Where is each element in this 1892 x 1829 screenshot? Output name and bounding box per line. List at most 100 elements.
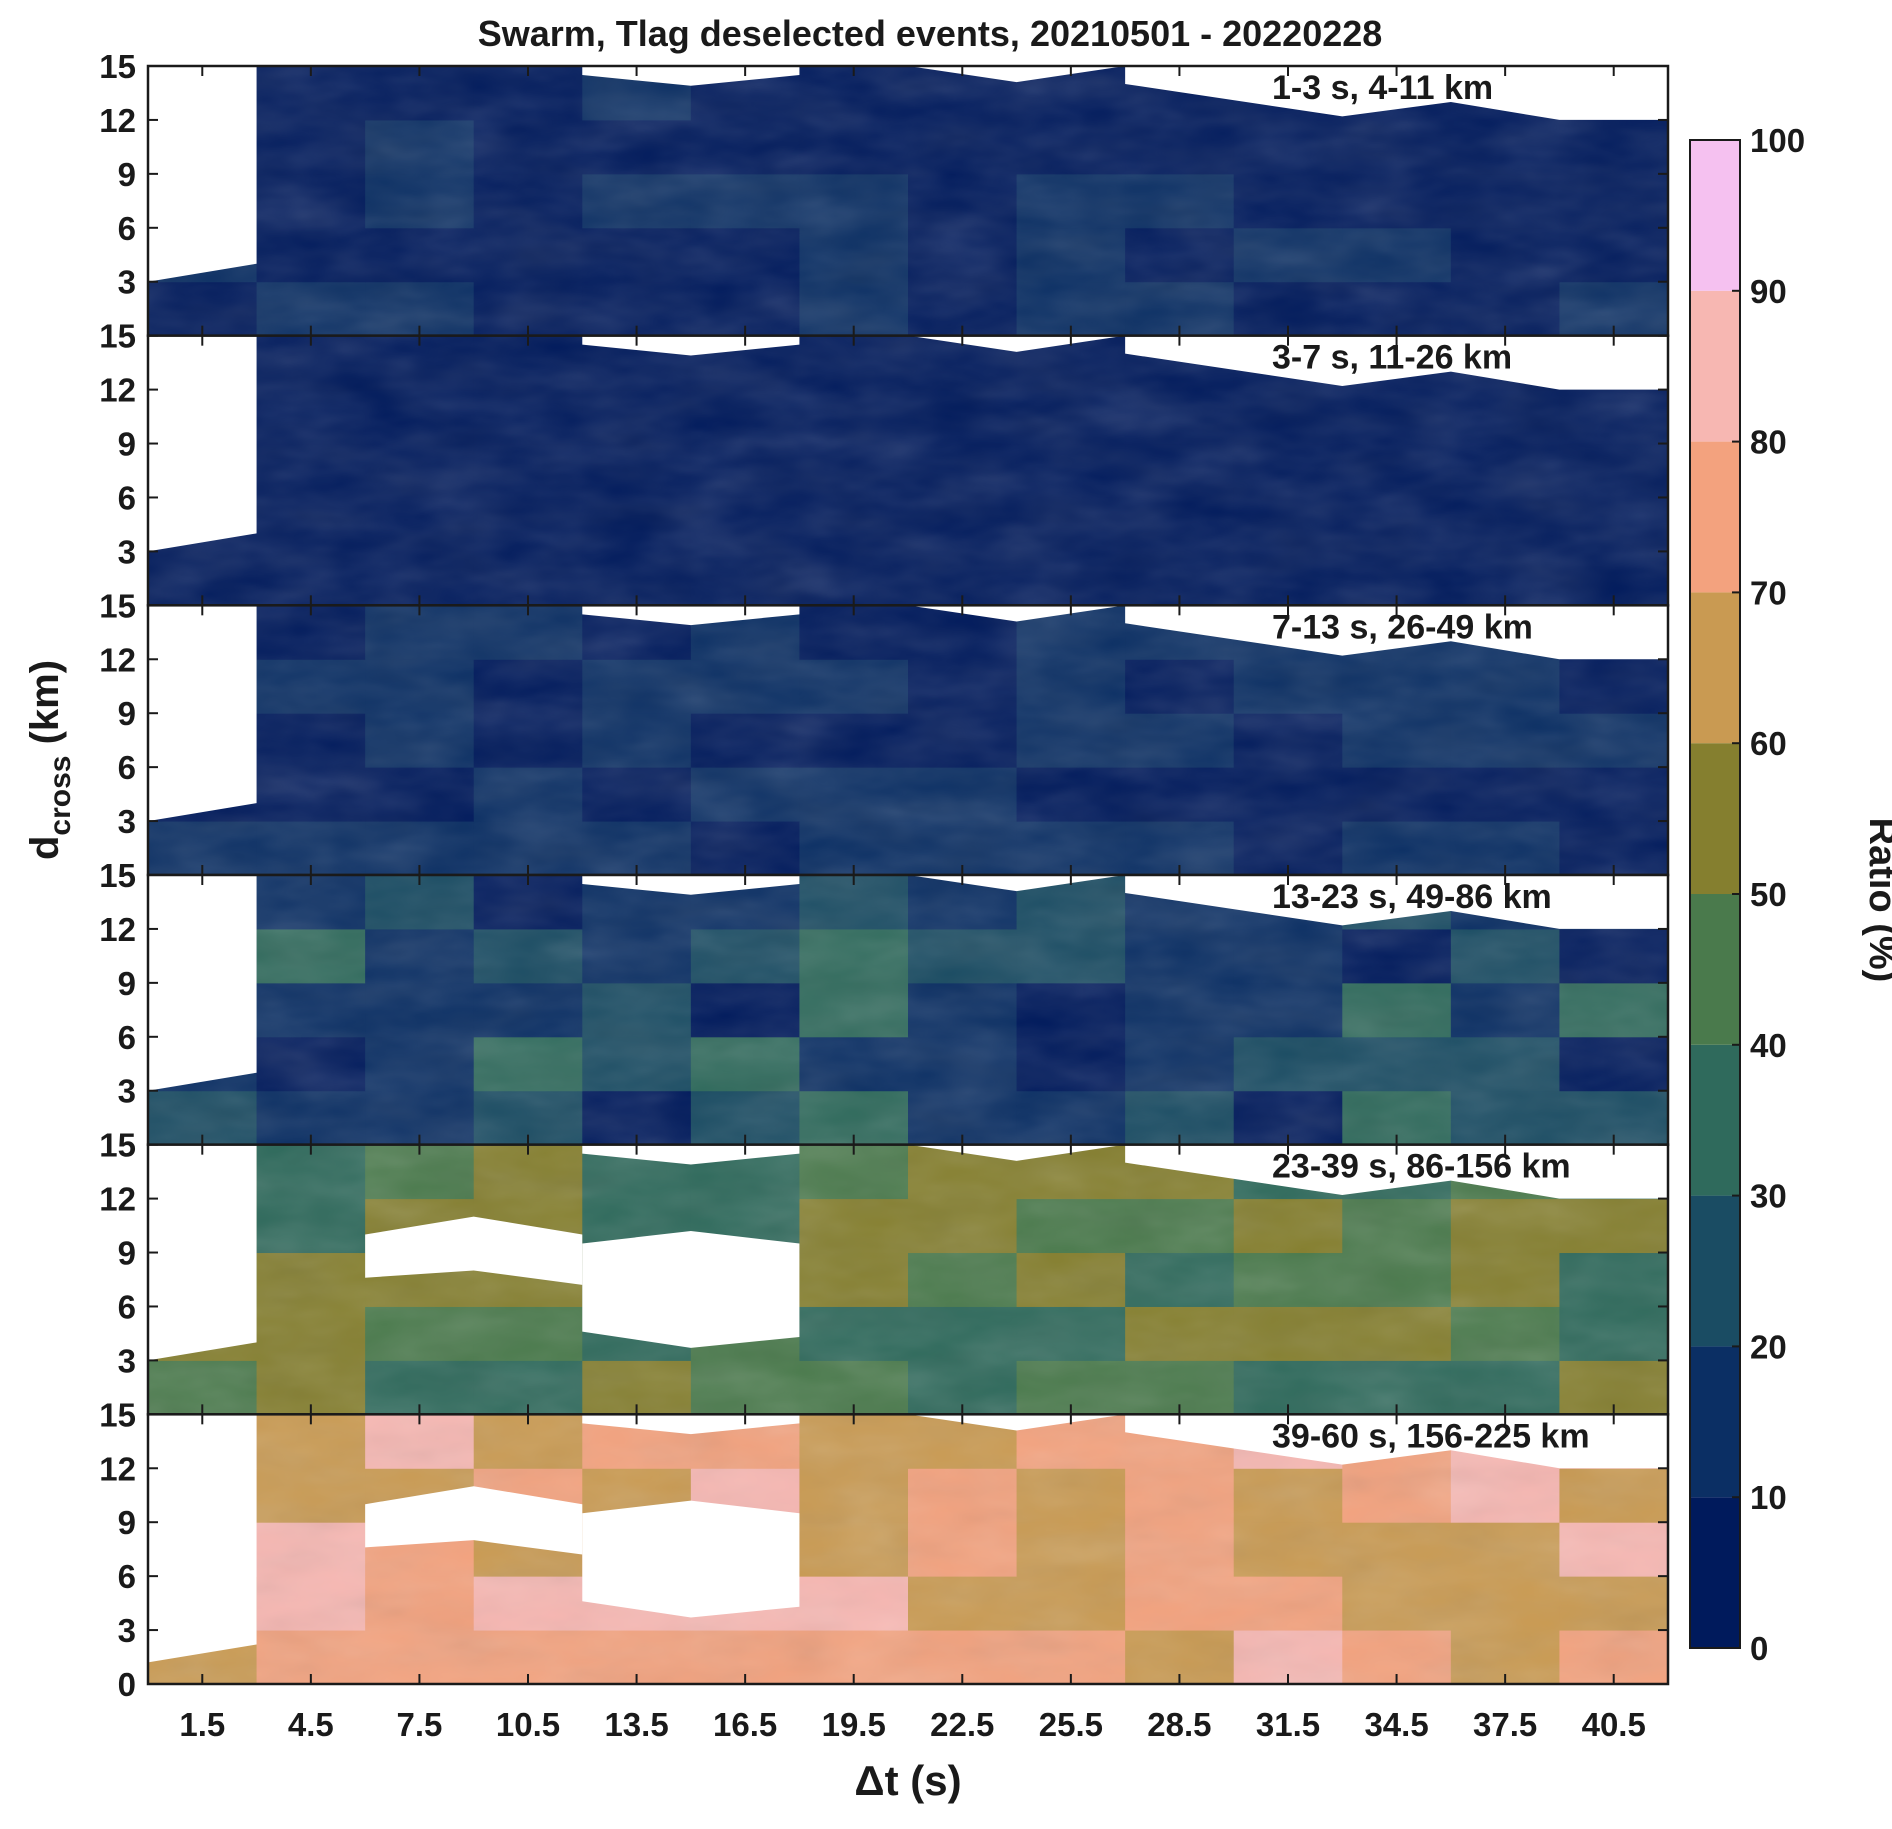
colorbar-tick-label: 50 xyxy=(1750,876,1787,913)
no-data-hole xyxy=(365,1216,583,1285)
colorbar-segment xyxy=(1690,743,1740,894)
no-data-notch xyxy=(1125,1414,1668,1469)
no-data-hole xyxy=(365,1486,583,1555)
y-axis-label: dcross (km) xyxy=(23,660,77,860)
colorbar-segment xyxy=(1690,592,1740,744)
no-data-hole xyxy=(582,1230,800,1348)
y-axis-label-unit: (km) xyxy=(23,660,67,756)
no-data-region xyxy=(148,875,257,1091)
y-axis-label-sub: cross xyxy=(44,756,77,836)
y-tick-label: 6 xyxy=(118,749,136,786)
x-tick-label: 28.5 xyxy=(1147,1706,1211,1743)
panel-label: 7-13 s, 26-49 km xyxy=(1272,608,1533,646)
no-data-notch xyxy=(1125,66,1668,120)
y-tick-label: 3 xyxy=(118,1073,136,1110)
x-tick-label: 10.5 xyxy=(496,1706,560,1743)
panel-label: 1-3 s, 4-11 km xyxy=(1272,69,1493,107)
y-tick-label: 3 xyxy=(118,1342,136,1379)
y-tick-label: 6 xyxy=(118,210,136,247)
y-tick-label: 12 xyxy=(99,102,136,139)
x-tick-label: 4.5 xyxy=(288,1706,334,1743)
y-tick-label: 15 xyxy=(99,318,136,355)
y-tick-label: 12 xyxy=(99,911,136,948)
panel-3: 3 6 9 12 15 7-13 s, 26-49 km xyxy=(99,587,1670,877)
x-tick-label: 40.5 xyxy=(1582,1706,1646,1743)
x-tick-label: 34.5 xyxy=(1364,1706,1428,1743)
panel-label: 39-60 s, 156-225 km xyxy=(1272,1417,1590,1455)
no-data-notch xyxy=(1125,605,1668,660)
y-tick-label: 15 xyxy=(99,48,136,85)
y-axis-label-main: d xyxy=(23,836,67,860)
no-data-notch xyxy=(1125,875,1668,929)
colorbar-tick-label: 0 xyxy=(1750,1630,1768,1667)
colorbar-segment xyxy=(1690,1497,1740,1648)
panel-label: 3-7 s, 11-26 km xyxy=(1272,339,1512,377)
y-tick-label: 15 xyxy=(99,857,136,894)
y-tick-label: 9 xyxy=(118,965,136,1002)
x-tick-label: 1.5 xyxy=(179,1706,225,1743)
y-tick-label: 15 xyxy=(99,1127,136,1164)
y-tick-label: 9 xyxy=(118,1504,136,1541)
colorbar-tick-label: 90 xyxy=(1750,273,1787,310)
no-data-region xyxy=(148,66,257,282)
chart-title: Swarm, Tlag deselected events, 20210501 … xyxy=(478,13,1383,54)
panel-label: 13-23 s, 49-86 km xyxy=(1272,878,1552,916)
texture-overlay xyxy=(148,335,1668,606)
colorbar-segment xyxy=(1690,140,1740,291)
texture-overlay xyxy=(148,1144,1668,1415)
panel-4: 3 6 9 12 15 13-23 s, 49-86 km xyxy=(99,857,1670,1146)
colorbar-segment xyxy=(1690,1346,1740,1498)
y-tick-label: 0 xyxy=(118,1666,136,1703)
panel-label: 23-39 s, 86-156 km xyxy=(1272,1148,1571,1186)
y-tick-label: 9 xyxy=(118,695,136,732)
y-tick-label: 15 xyxy=(99,587,136,624)
colorbar-segment xyxy=(1690,1044,1740,1196)
panel-3-field xyxy=(148,605,1668,875)
panels-area: 3 6 9 12 15 1-3 s, 4-11 km 3 6 9 12 15 3-7 s, 11-26… xyxy=(99,48,1670,1743)
colorbar-tick-label: 80 xyxy=(1750,424,1787,461)
no-data-region xyxy=(148,335,257,552)
x-tick-label: 19.5 xyxy=(822,1706,886,1743)
y-tick-label: 3 xyxy=(118,264,136,301)
y-tick-label: 6 xyxy=(118,1288,136,1325)
y-tick-label: 3 xyxy=(118,533,136,570)
x-axis-label: Δt (s) xyxy=(854,1757,961,1804)
colorbar-segment xyxy=(1690,290,1740,442)
y-tick-label: 6 xyxy=(118,479,136,516)
colorbar-tick-label: 100 xyxy=(1750,122,1805,159)
colorbar-segment xyxy=(1690,441,1740,593)
panel-2-field xyxy=(148,335,1668,606)
x-tick-label: 7.5 xyxy=(396,1706,442,1743)
y-tick-label: 12 xyxy=(99,1181,136,1218)
svg-text:dcross (km): dcross (km) xyxy=(23,660,77,860)
panel-6: 0 3 6 9 12 15 39-60 s, 156-225 km xyxy=(99,1396,1670,1703)
colorbar-label: Ratio (%) xyxy=(1861,818,1892,983)
x-tick-label: 22.5 xyxy=(930,1706,994,1743)
texture-overlay xyxy=(148,875,1668,1145)
colorbar-tick-label: 10 xyxy=(1750,1479,1787,1516)
y-tick-label: 6 xyxy=(118,1558,136,1595)
texture-overlay xyxy=(148,1414,1668,1684)
y-tick-label: 12 xyxy=(99,372,136,409)
y-tick-label: 12 xyxy=(99,1450,136,1487)
y-tick-label: 15 xyxy=(99,1396,136,1433)
y-tick-label: 9 xyxy=(118,1235,136,1272)
panel-1: 3 6 9 12 15 1-3 s, 4-11 km xyxy=(99,48,1670,337)
x-tick-label: 37.5 xyxy=(1473,1706,1537,1743)
y-tick-label: 9 xyxy=(118,426,136,463)
no-data-region xyxy=(148,1144,257,1361)
y-tick-label: 12 xyxy=(99,641,136,678)
y-tick-label: 3 xyxy=(118,803,136,840)
no-data-region xyxy=(148,605,257,822)
x-tick-label: 25.5 xyxy=(1039,1706,1103,1743)
texture-overlay xyxy=(148,605,1668,875)
y-tick-label: 6 xyxy=(118,1019,136,1056)
panel-2: 3 6 9 12 15 3-7 s, 11-26 km xyxy=(99,318,1670,607)
colorbar-tick-label: 20 xyxy=(1750,1328,1787,1365)
y-tick-label: 3 xyxy=(118,1612,136,1649)
x-tick-label: 31.5 xyxy=(1256,1706,1320,1743)
no-data-region xyxy=(148,1414,257,1663)
colorbar-tick-label: 60 xyxy=(1750,725,1787,762)
panel-4-field xyxy=(148,875,1668,1145)
